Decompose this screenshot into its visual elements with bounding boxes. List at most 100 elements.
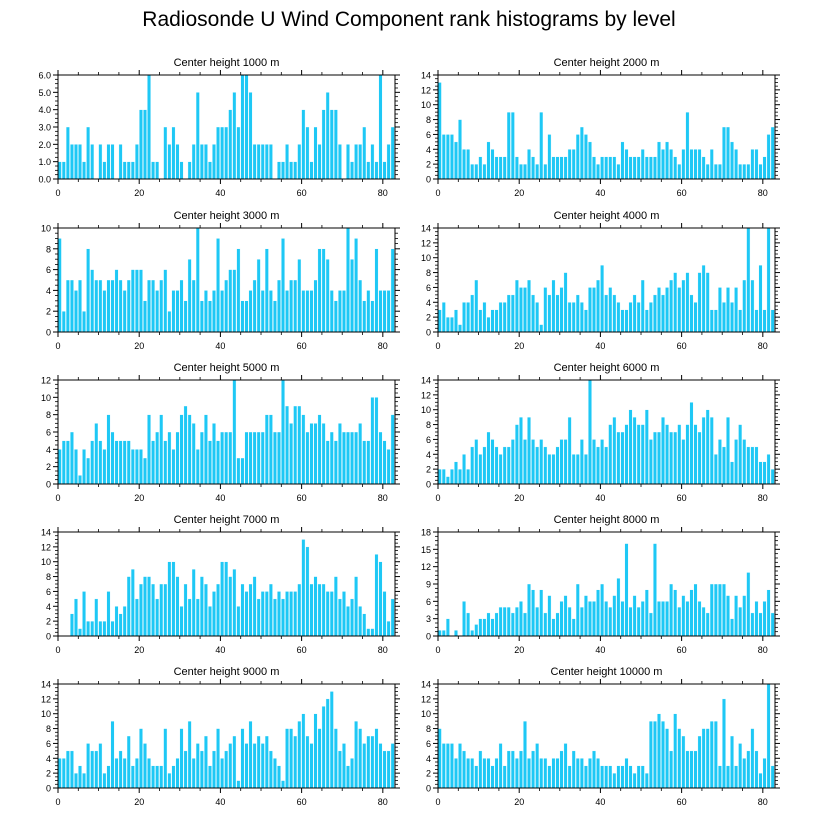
histogram-bar [147, 74, 151, 180]
histogram-bar [547, 765, 552, 789]
histogram-bar [454, 758, 458, 789]
histogram-bar [742, 758, 747, 789]
histogram-bar [648, 720, 653, 789]
histogram-bar [701, 606, 706, 637]
histogram-bar [301, 414, 306, 485]
histogram-bar [224, 126, 229, 180]
histogram-bar [701, 728, 706, 789]
histogram-bar [268, 144, 273, 180]
histogram-bar [98, 743, 103, 789]
x-tick-label: 20 [514, 341, 524, 351]
histogram-bar [746, 446, 751, 485]
histogram-bar [57, 449, 62, 485]
histogram-bar [551, 758, 556, 789]
histogram-bar [236, 780, 241, 789]
histogram-bar [325, 92, 330, 180]
histogram-bar [632, 294, 637, 333]
histogram-bar [248, 290, 253, 333]
y-tick-label: 12 [41, 694, 51, 704]
histogram-bar [689, 589, 694, 637]
histogram-bar [86, 620, 91, 637]
histogram-bar [321, 109, 326, 180]
histogram-bar [624, 309, 629, 333]
histogram-bar [342, 591, 346, 637]
histogram-bar [102, 290, 107, 333]
panel-4: Center height 4000 m 0 2 4 6 8 10 12 14 0 20 40 60 80 [421, 210, 780, 351]
histogram-bar [90, 144, 95, 180]
histogram-bar [657, 141, 661, 180]
histogram-bar [244, 74, 249, 180]
histogram-bar [143, 743, 147, 789]
histogram-bar [114, 758, 119, 789]
histogram-bar [758, 264, 763, 333]
x-tick-label: 0 [435, 493, 440, 503]
y-tick-label: 4 [426, 450, 431, 460]
histogram-bar [559, 601, 564, 637]
histogram-bar [437, 309, 442, 333]
histogram-bar [350, 431, 354, 485]
histogram-bar [366, 628, 371, 637]
histogram-bar [730, 302, 735, 333]
histogram-bar [305, 431, 310, 485]
histogram-bar [191, 423, 196, 485]
histogram-bar [301, 713, 306, 789]
histogram-bar [543, 446, 548, 485]
histogram-bar [478, 454, 483, 485]
histogram-bar [362, 613, 367, 637]
histogram-bar [555, 612, 560, 637]
histogram-bar [693, 750, 698, 789]
histogram-bar [74, 598, 78, 637]
histogram-bar [110, 720, 115, 789]
histogram-bar [738, 743, 743, 789]
histogram-bar [636, 302, 641, 333]
histogram-bar [458, 119, 462, 180]
histogram-bar [583, 765, 588, 789]
histogram-bar [608, 287, 613, 333]
histogram-bar [458, 324, 462, 333]
histogram-bar [86, 457, 91, 485]
histogram-bar [722, 698, 726, 789]
histogram-bar [260, 591, 265, 637]
histogram-bar [362, 440, 367, 485]
histogram-bar [78, 279, 82, 333]
histogram-bar [94, 279, 99, 333]
histogram-bar [498, 743, 503, 789]
x-tick-label: 0 [435, 645, 440, 655]
histogram-bar [742, 163, 747, 180]
histogram-bar [523, 439, 527, 485]
histogram-bar [151, 583, 156, 637]
histogram-bar [527, 149, 531, 180]
histogram-bar [628, 156, 633, 180]
histogram-bar [454, 309, 458, 333]
y-tick-label: 10 [41, 557, 51, 567]
histogram-bar [236, 248, 241, 333]
histogram-bar [441, 743, 446, 789]
histogram-bar [766, 683, 771, 789]
histogram-bar [191, 144, 196, 180]
histogram-bar [527, 416, 531, 485]
histogram-bar [228, 269, 233, 333]
panel-title: Center height 8000 m [554, 514, 660, 526]
histogram-bar [612, 416, 617, 485]
histogram-bar [110, 144, 115, 180]
histogram-bar [514, 758, 519, 789]
histogram-bar [657, 601, 661, 637]
histogram-bar [354, 238, 359, 333]
histogram-bar [130, 161, 135, 180]
histogram-bar [382, 290, 387, 333]
histogram-bar [268, 414, 273, 485]
histogram-bar [722, 446, 726, 485]
histogram-bar [354, 576, 359, 637]
histogram-bar [171, 449, 176, 485]
histogram-bar [722, 126, 726, 180]
histogram-bar [366, 440, 371, 485]
histogram-bar [523, 720, 527, 789]
histogram-bar [138, 449, 143, 485]
histogram-bar [506, 111, 511, 180]
histogram-bar [754, 446, 759, 485]
histogram-bar [693, 583, 698, 637]
histogram-bar [445, 476, 450, 485]
histogram-bar [155, 431, 160, 485]
histogram-bar [362, 300, 367, 333]
